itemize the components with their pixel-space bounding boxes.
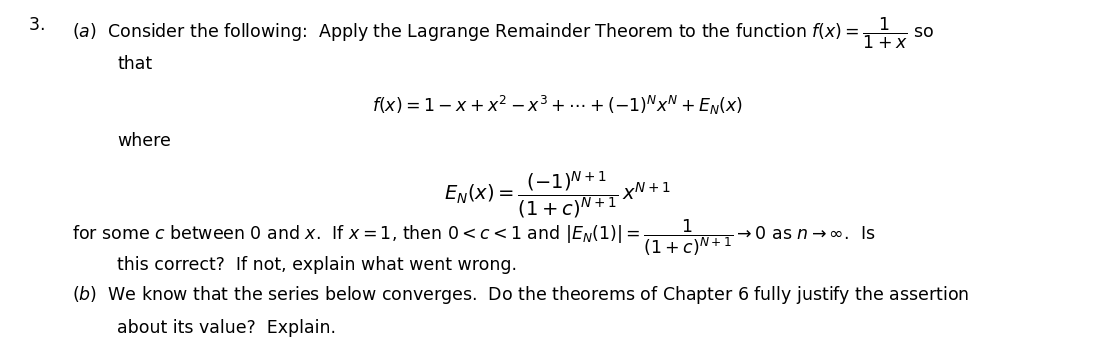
Text: where: where (117, 132, 171, 150)
Text: $\log(2) = 1 - \dfrac{1}{2} + \dfrac{1}{3} - \dfrac{1}{4} + \dfrac{1}{5} - \cdot: $\log(2) = 1 - \dfrac{1}{2} + \dfrac{1}{… (421, 351, 694, 353)
Text: $(a)$  Consider the following:  Apply the Lagrange Remainder Theorem to the func: $(a)$ Consider the following: Apply the … (72, 16, 934, 51)
Text: about its value?  Explain.: about its value? Explain. (117, 319, 336, 337)
Text: $3.$: $3.$ (28, 16, 45, 34)
Text: $f(x) = 1 - x + x^2 - x^3 + \cdots + (-1)^N x^N + E_N(x)$: $f(x) = 1 - x + x^2 - x^3 + \cdots + (-1… (372, 94, 743, 116)
Text: this correct?  If not, explain what went wrong.: this correct? If not, explain what went … (117, 256, 517, 274)
Text: for some $c$ between 0 and $x$.  If $x = 1$, then $0 < c < 1$ and $|E_N(1)| = \d: for some $c$ between 0 and $x$. If $x = … (72, 217, 876, 258)
Text: $E_N(x) = \dfrac{(-1)^{N+1}}{(1+c)^{N+1}}\, x^{N+1}$: $E_N(x) = \dfrac{(-1)^{N+1}}{(1+c)^{N+1}… (444, 169, 671, 220)
Text: that: that (117, 55, 153, 73)
Text: $(b)$  We know that the series below converges.  Do the theorems of Chapter 6 fu: $(b)$ We know that the series below conv… (72, 284, 970, 306)
